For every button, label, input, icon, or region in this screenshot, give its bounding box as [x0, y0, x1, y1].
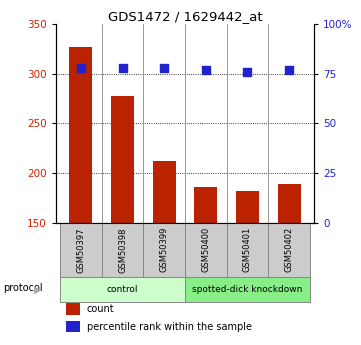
- Text: GSM50399: GSM50399: [160, 227, 169, 273]
- Bar: [236, 191, 259, 223]
- Bar: [60, 277, 185, 302]
- Point: [286, 67, 292, 72]
- Bar: [60, 223, 102, 277]
- Text: count: count: [87, 304, 114, 314]
- Point: [244, 69, 250, 75]
- Text: ▶: ▶: [34, 285, 42, 295]
- Text: control: control: [107, 285, 138, 294]
- Text: GSM50400: GSM50400: [201, 227, 210, 273]
- Bar: [153, 161, 176, 223]
- Bar: [143, 223, 185, 277]
- Text: percentile rank within the sample: percentile rank within the sample: [87, 322, 252, 332]
- Bar: [66, 304, 81, 315]
- Bar: [185, 277, 310, 302]
- Bar: [185, 223, 227, 277]
- Bar: [66, 321, 81, 332]
- Bar: [194, 187, 217, 223]
- Point: [120, 65, 126, 71]
- Text: GSM50398: GSM50398: [118, 227, 127, 273]
- Text: GSM50397: GSM50397: [77, 227, 86, 273]
- Bar: [111, 96, 134, 223]
- Bar: [227, 223, 268, 277]
- Text: protocol: protocol: [4, 283, 43, 293]
- Bar: [102, 223, 143, 277]
- Text: GSM50402: GSM50402: [284, 227, 293, 273]
- Point: [78, 65, 84, 71]
- Point: [161, 65, 167, 71]
- Bar: [278, 184, 301, 223]
- Point: [203, 67, 209, 72]
- Text: GSM50401: GSM50401: [243, 227, 252, 273]
- Title: GDS1472 / 1629442_at: GDS1472 / 1629442_at: [108, 10, 262, 23]
- Text: spotted-dick knockdown: spotted-dick knockdown: [192, 285, 303, 294]
- Bar: [69, 47, 92, 223]
- Bar: [268, 223, 310, 277]
